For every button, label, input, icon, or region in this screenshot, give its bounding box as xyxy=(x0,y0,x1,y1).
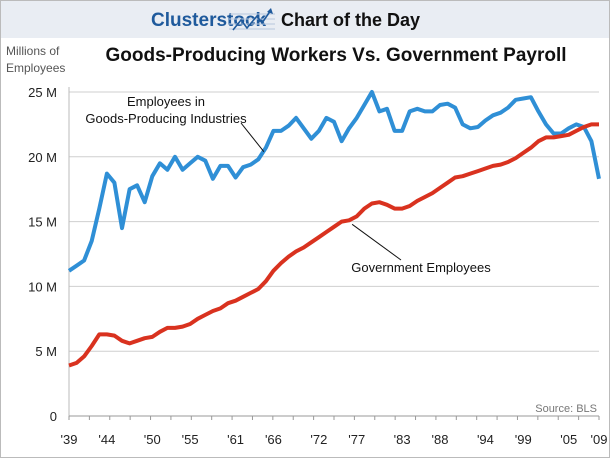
x-tick-label: '72 xyxy=(310,432,327,447)
annotation-government: Government Employees xyxy=(351,260,491,275)
y-tick-label: 0 xyxy=(50,409,57,424)
section-title: Chart of the Day xyxy=(281,10,421,30)
annotation-goods-line2: Goods-Producing Industries xyxy=(85,111,247,126)
government-series-line xyxy=(68,122,599,368)
annotation-goods-line1: Employees in xyxy=(127,94,205,109)
y-tick-label: 10 M xyxy=(28,279,57,294)
rising-chart-icon xyxy=(229,8,275,31)
x-tick-label: '50 xyxy=(144,432,161,447)
y-tick-label: 25 M xyxy=(28,85,57,100)
x-tick-label: '44 xyxy=(98,432,115,447)
x-tick-label: '39 xyxy=(61,432,78,447)
goods-producing-series-line xyxy=(67,90,601,273)
x-tick-label: '88 xyxy=(432,432,449,447)
y-tick-label: 5 M xyxy=(35,344,57,359)
x-tick-label: '77 xyxy=(348,432,365,447)
x-tick-label: '99 xyxy=(515,432,532,447)
x-tick-label: '05 xyxy=(560,432,577,447)
annotation-leader-line xyxy=(240,122,265,153)
chart-title: Goods-Producing Workers Vs. Government P… xyxy=(105,45,567,66)
y-tick-label: 15 M xyxy=(28,215,57,230)
y-tick-label: 20 M xyxy=(28,150,57,165)
x-tick-label: '66 xyxy=(265,432,282,447)
x-tick-label: '94 xyxy=(477,432,494,447)
x-tick-label: '61 xyxy=(227,432,244,447)
source-note: Source: BLS xyxy=(535,403,597,415)
x-tick-label: '83 xyxy=(394,432,411,447)
banner: Clusterstock Chart of the Day xyxy=(1,1,609,38)
x-tick-label: '55 xyxy=(182,432,199,447)
y-axis-label: Millions of Employees xyxy=(6,44,66,75)
x-tick-label: '09 xyxy=(591,432,608,447)
annotation-leader-line xyxy=(351,223,402,261)
